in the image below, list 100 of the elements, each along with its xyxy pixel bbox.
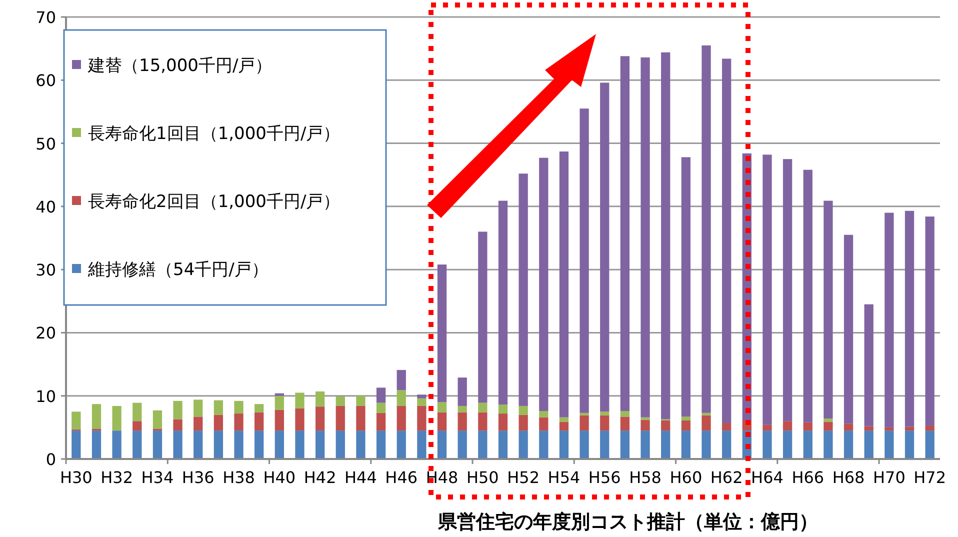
- bar: [274, 393, 284, 396]
- bar: [904, 430, 914, 459]
- bar: [803, 422, 812, 431]
- bar: [396, 430, 406, 459]
- x-tick-label: H44: [344, 468, 377, 487]
- bar: [72, 430, 81, 459]
- bar: [478, 412, 488, 431]
- bar: [762, 430, 772, 459]
- bar: [112, 430, 122, 459]
- bar: [214, 400, 224, 415]
- bar: [376, 388, 386, 403]
- bar: [722, 423, 732, 431]
- bar: [620, 416, 630, 431]
- bar: [925, 430, 934, 459]
- bar: [498, 404, 508, 414]
- bar: [194, 416, 203, 431]
- bar: [925, 426, 934, 431]
- bar: [518, 174, 528, 406]
- bar: [559, 430, 569, 459]
- bar: [702, 430, 711, 459]
- x-tick-label: H40: [263, 468, 296, 487]
- bar: [722, 430, 732, 459]
- x-tick-label: H30: [60, 468, 92, 487]
- bar: [518, 406, 528, 415]
- bar: [274, 410, 284, 431]
- bar: [458, 412, 467, 431]
- bar: [661, 52, 670, 420]
- y-tick-label: 50: [36, 134, 56, 154]
- bar: [458, 406, 467, 412]
- bar: [803, 170, 812, 422]
- bar: [824, 430, 833, 459]
- bar: [254, 430, 264, 459]
- bar: [396, 406, 406, 431]
- bar: [132, 430, 142, 459]
- bar: [600, 415, 610, 431]
- bar: [336, 406, 345, 431]
- bar: [844, 430, 854, 459]
- bar: [214, 414, 224, 431]
- bar: [580, 412, 589, 416]
- bar: [437, 430, 447, 459]
- bar: [92, 430, 102, 459]
- bar: [904, 210, 914, 427]
- legend-label: 長寿命化2回目（1,000千円/戸）: [88, 192, 340, 212]
- bar: [702, 415, 711, 431]
- y-tick-label: 20: [36, 324, 56, 343]
- y-tick-label: 60: [36, 71, 56, 90]
- bar: [864, 304, 874, 426]
- bar: [904, 426, 914, 431]
- bar: [600, 430, 610, 459]
- bar: [844, 234, 854, 424]
- bar: [92, 404, 102, 429]
- bar: [702, 45, 711, 413]
- bar: [478, 430, 488, 459]
- bar: [437, 412, 447, 431]
- bar: [824, 422, 833, 431]
- bar: [782, 159, 792, 422]
- bar: [132, 402, 142, 422]
- bar: [681, 430, 691, 459]
- bar: [396, 370, 406, 390]
- x-tick-label: H70: [872, 468, 906, 487]
- x-tick-label: H60: [670, 468, 702, 487]
- x-tick-label: H68: [832, 468, 865, 487]
- bar: [254, 404, 264, 412]
- bar: [620, 430, 630, 459]
- bar: [417, 394, 426, 398]
- bar: [539, 417, 548, 431]
- x-tick-label: H54: [548, 468, 580, 487]
- bar: [498, 414, 508, 431]
- bar: [234, 414, 244, 431]
- x-tick-label: H42: [304, 468, 336, 487]
- x-tick-label: H66: [792, 468, 824, 487]
- bar: [539, 411, 548, 418]
- legend-label: 建替（15,000千円/戸）: [87, 56, 272, 76]
- bar: [356, 430, 366, 459]
- x-tick-label: H34: [141, 468, 174, 487]
- bar: [254, 412, 264, 431]
- bar: [600, 82, 610, 412]
- bar: [884, 427, 894, 431]
- x-tick-label: H32: [100, 468, 134, 487]
- bar: [336, 396, 345, 406]
- x-tick-label: H48: [426, 468, 458, 487]
- bar: [620, 56, 630, 412]
- bar: [194, 430, 203, 459]
- x-tick-label: H58: [629, 468, 662, 487]
- bar: [600, 412, 610, 416]
- bar: [722, 58, 732, 424]
- bar: [315, 406, 325, 431]
- bar: [274, 430, 284, 459]
- bar: [539, 430, 548, 459]
- bar: [173, 400, 182, 420]
- x-tick-label: H62: [710, 468, 743, 487]
- x-tick-label: H56: [588, 468, 621, 487]
- bar: [417, 430, 426, 459]
- bar: [681, 420, 691, 431]
- bar: [437, 402, 447, 412]
- bar: [782, 421, 792, 431]
- bar: [315, 430, 325, 459]
- bar: [661, 420, 670, 431]
- bar: [640, 57, 650, 418]
- bar: [315, 391, 325, 407]
